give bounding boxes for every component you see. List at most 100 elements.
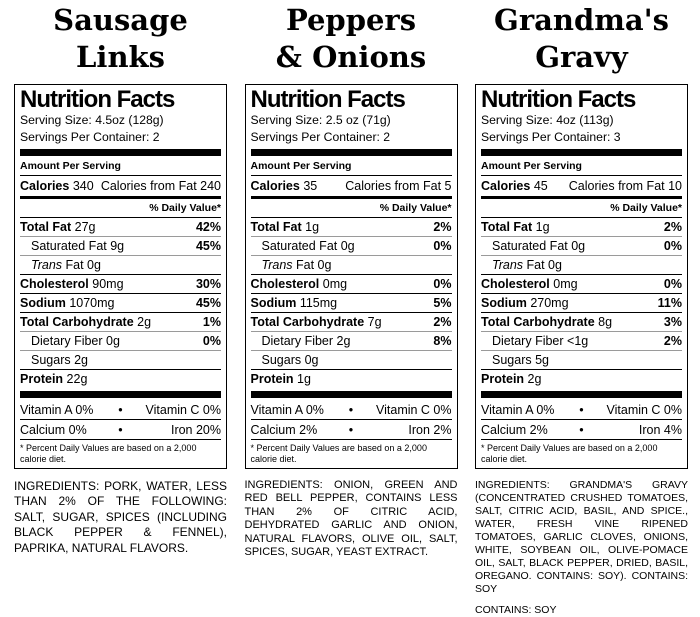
serving-size-text: Serving Size: 2.5 oz (71g) [250,113,391,127]
nutrient-name: Total Carbohydrate 8g [481,315,613,329]
product-title: Grandma's Gravy [475,0,688,84]
divider-thick-bar [20,391,221,398]
bullet-separator-icon: • [348,402,354,417]
amount-per-serving-label: Amount Per Serving [20,158,221,176]
contains-statement: CONTAINS: SOY [475,603,557,616]
calories-value: Calories 35 [250,179,318,193]
nutrient-daily-value: 2% [663,220,682,234]
calories-from-fat: Calories from Fat 10 [568,179,682,193]
product-title-line1: Peppers [285,3,417,37]
daily-value-header: % Daily Value* [610,202,682,214]
nutrient-name: Sodium 270mg [481,296,569,310]
product-title-line2: Links [76,40,165,74]
vitamin-c-value: Vitamin C 0% [145,402,222,417]
nutrition-label: Nutrition Facts Serving Size: 4.5oz (128… [14,84,227,469]
nutrient-name: Saturated Fat 0g [492,239,586,253]
divider-thick-bar [250,391,452,398]
nutrient-row-sodium: Sodium 115mg 5% [250,293,452,312]
nutrition-facts-heading: Nutrition Facts [250,86,406,113]
nutrient-row-trans-fat: Trans Fat 0g [250,255,452,274]
nutrient-row-sodium: Sodium 270mg 11% [481,293,682,312]
nutrient-row-protein: Protein 2g [481,369,682,388]
divider-thick-bar [481,149,682,156]
daily-value-footnote: * Percent Daily Values are based on a 2,… [20,442,197,464]
nutrient-row-sugars: Sugars 5g [481,350,682,369]
iron-value: Iron 20% [170,422,221,437]
nutrient-name: Trans Fat 0g [492,258,562,272]
nutrient-row-dietary-fiber: Dietary Fiber 0g 0% [20,331,221,350]
nutrient-row-total-carbohydrate: Total Carbohydrate 2g 1% [20,312,221,331]
nutrient-row-sugars: Sugars 0g [250,350,452,369]
nutrient-daily-value: 0% [202,334,221,348]
nutrient-name: Sugars 5g [492,353,549,367]
nutrient-daily-value: 8% [433,334,452,348]
vitamin-row: Vitamin A 0% • Vitamin C 0% [250,400,452,420]
product-column-grandmas-gravy: Grandma's Gravy Nutrition Facts Serving S… [475,0,688,617]
nutrient-name: Total Carbohydrate 7g [250,315,382,329]
vitamin-a-value: Vitamin A 0% [481,402,555,417]
daily-value-header: % Daily Value* [379,202,452,214]
serving-size-text: Serving Size: 4.5oz (128g) [20,113,164,127]
nutrition-label: Nutrition Facts Serving Size: 2.5 oz (71… [244,84,458,469]
daily-value-footnote: * Percent Daily Values are based on a 2,… [481,442,658,464]
serving-size-text: Serving Size: 4oz (113g) [481,113,614,127]
nutrition-facts-heading: Nutrition Facts [481,86,636,113]
nutrition-label: Nutrition Facts Serving Size: 4oz (113g)… [475,84,688,469]
divider-medium-bar [250,196,452,199]
nutrient-row-total-fat: Total Fat 27g 42% [20,217,221,236]
divider-medium-bar [481,196,682,199]
nutrient-row-dietary-fiber: Dietary Fiber 2g 8% [250,331,452,350]
nutrient-daily-value: 5% [433,296,452,310]
iron-value: Iron 4% [638,422,682,437]
calories-row: Calories 45 Calories from Fat 10 [481,176,682,196]
product-title: Peppers & Onions [245,0,458,84]
nutrient-name: Dietary Fiber 2g [261,334,351,348]
nutrient-name: Total Fat 27g [20,220,96,234]
ingredients-text: INGREDIENTS: ONION, GREEN AND RED BELL P… [244,478,458,559]
nutrient-row-cholesterol: Cholesterol 0mg 0% [250,274,452,293]
product-title-line1: Grandma's [494,3,669,37]
nutrient-name: Dietary Fiber 0g [31,334,120,348]
divider-thick-bar [20,149,221,156]
nutrient-name: Protein 22g [20,372,88,386]
product-title: Sausage Links [14,0,227,84]
nutrient-daily-value: 11% [657,296,682,310]
ingredients-text: INGREDIENTS: GRANDMA'S GRAVY (CONCENTRAT… [475,478,688,595]
nutrient-daily-value: 1% [202,315,221,329]
product-column-sausage-links: Sausage Links Nutrition Facts Serving Siz… [14,0,227,617]
nutrition-facts-heading: Nutrition Facts [20,86,175,113]
nutrient-row-sugars: Sugars 2g [20,350,221,369]
amount-per-serving-label: Amount Per Serving [481,158,682,176]
nutrient-daily-value: 30% [195,277,221,291]
nutrient-daily-value: 2% [663,334,682,348]
vitamin-a-value: Vitamin A 0% [20,402,94,417]
divider-medium-bar [20,196,221,199]
vitamin-c-value: Vitamin C 0% [606,402,683,417]
calories-value: Calories 45 [481,179,548,193]
bullet-separator-icon: • [579,402,584,417]
nutrient-daily-value: 45% [195,296,221,310]
bullet-separator-icon: • [118,402,123,417]
servings-per-container-text: Servings Per Container: 3 [481,130,621,144]
bullet-separator-icon: • [118,422,123,437]
nutrient-daily-value: 2% [433,220,452,234]
nutrient-row-total-fat: Total Fat 1g 2% [481,217,682,236]
nutrient-row-total-carbohydrate: Total Carbohydrate 8g 3% [481,312,682,331]
vitamin-row: Vitamin A 0% • Vitamin C 0% [20,400,221,420]
nutrient-name: Cholesterol 0mg [250,277,348,291]
calcium-value: Calcium 2% [481,422,548,437]
nutrient-row-saturated-fat: Saturated Fat 0g 0% [250,236,452,255]
nutrient-name: Saturated Fat 9g [31,239,125,253]
nutrient-row-trans-fat: Trans Fat 0g [481,255,682,274]
nutrient-row-protein: Protein 22g [20,369,221,388]
calcium-value: Calcium 0% [20,422,87,437]
mineral-row: Calcium 2% • Iron 2% [250,420,452,440]
nutrient-row-saturated-fat: Saturated Fat 9g 45% [20,236,221,255]
nutrient-daily-value: 42% [195,220,221,234]
product-title-line2: & Onions [275,40,427,74]
iron-value: Iron 2% [408,422,452,437]
calcium-value: Calcium 2% [250,422,318,437]
nutrient-name: Protein 1g [250,372,311,386]
daily-value-header: % Daily Value* [149,202,221,214]
